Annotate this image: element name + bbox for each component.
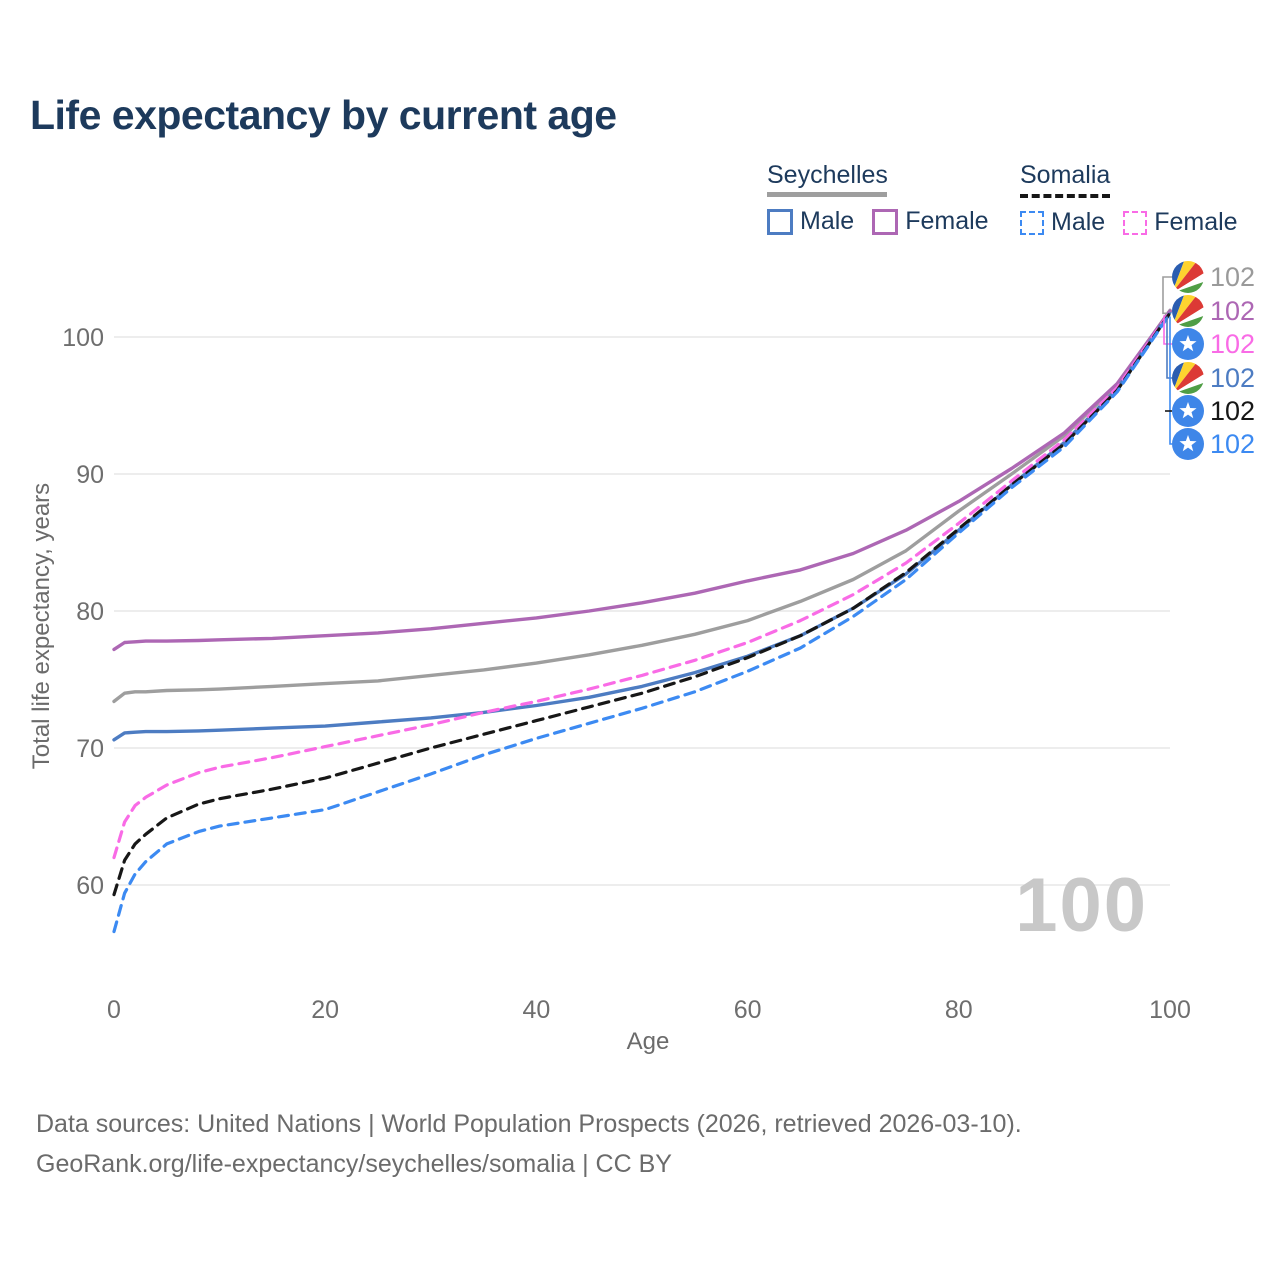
end-label-seychelles-both: 102 [1210, 262, 1255, 292]
end-label-seychelles-male: 102 [1210, 363, 1255, 393]
series-line-seychelles-both [112, 308, 1172, 704]
legend-swatch-somalia-male[interactable] [1020, 210, 1044, 235]
y-tick-label-90: 90 [76, 461, 104, 489]
legend-label-seychelles-male[interactable]: Male [800, 207, 855, 235]
y-tick-label-60: 60 [76, 872, 104, 900]
legend-group-somalia: Somalia Male Female [1020, 161, 1256, 237]
legend-label-somalia-male[interactable]: Male [1051, 208, 1106, 236]
x-axis-title: Age [626, 1028, 670, 1055]
series-line-seychelles-female [112, 309, 1172, 652]
x-tick-label-60: 60 [734, 996, 762, 1024]
end-label-somalia-male: 102 [1210, 429, 1255, 459]
y-tick-label-100: 100 [62, 324, 104, 352]
legend-swatch-seychelles-female[interactable] [872, 208, 899, 235]
footer-data-sources: Data sources: United Nations | World Pop… [36, 1110, 1022, 1138]
seychelles-flag-icon [1172, 295, 1204, 327]
x-tick-label-20: 20 [311, 996, 339, 1024]
y-tick-label-70: 70 [76, 735, 104, 763]
legend-swatch-seychelles-male[interactable] [767, 208, 793, 235]
x-tick-label-40: 40 [522, 996, 550, 1024]
x-tick-label-100: 100 [1149, 996, 1191, 1024]
somalia-flag-icon [1172, 428, 1204, 460]
legend-label-seychelles-female[interactable]: Female [905, 207, 989, 235]
y-tick-label-80: 80 [76, 598, 104, 626]
series-line-somalia-male [112, 312, 1172, 934]
x-tick-label-80: 80 [945, 996, 973, 1024]
legend-somalia-line-key [1020, 194, 1110, 198]
series-line-seychelles-male [112, 310, 1172, 742]
end-label-seychelles-female: 102 [1210, 296, 1255, 326]
x-tick-label-0: 0 [107, 996, 121, 1024]
legend-group-seychelles: Seychelles Male Female [767, 161, 1007, 236]
somalia-flag-icon [1172, 328, 1204, 360]
legend-label-somalia-female[interactable]: Female [1154, 208, 1238, 236]
legend-swatch-somalia-female[interactable] [1123, 210, 1148, 235]
seychelles-flag-icon [1172, 261, 1204, 293]
legend-group-somalia-name[interactable]: Somalia [1020, 161, 1111, 189]
footer: Data sources: United Nations | World Pop… [36, 1104, 1022, 1184]
seychelles-flag-icon [1172, 362, 1204, 394]
page-title: Life expectancy by current age [30, 92, 617, 138]
legend-group-seychelles-name[interactable]: Seychelles [767, 161, 888, 189]
end-label-connector-1 [1166, 310, 1173, 314]
somalia-flag-icon [1172, 395, 1204, 427]
legend-seychelles-line-key [767, 192, 887, 197]
footer-link: GeoRank.org/life-expectancy/seychelles/s… [36, 1150, 672, 1178]
series-line-somalia-female [112, 310, 1172, 860]
end-label-somalia-female: 102 [1210, 329, 1255, 359]
end-label-somalia-both: 102 [1210, 396, 1255, 426]
end-label-connector-0 [1162, 276, 1172, 315]
end-label-connector-4 [1169, 316, 1172, 445]
series-line-somalia-both [112, 311, 1172, 897]
age-counter-watermark: 100 [1015, 863, 1148, 948]
